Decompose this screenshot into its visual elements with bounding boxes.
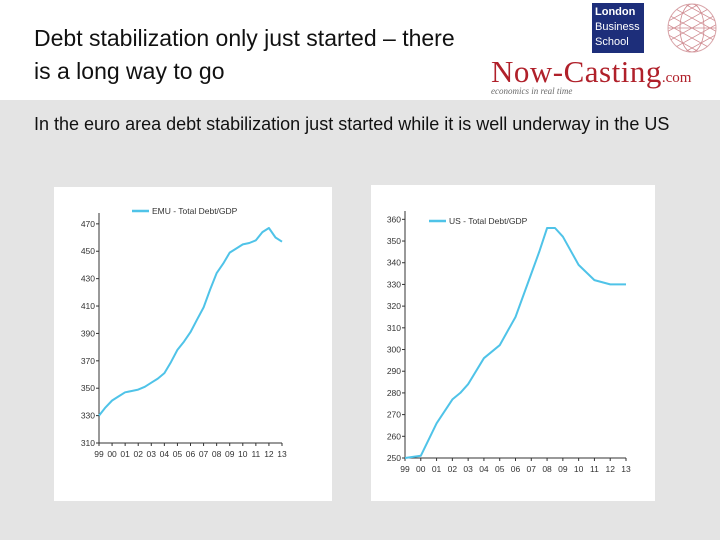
emu-x-tick-label: 08 (212, 449, 222, 459)
emu-x-tick-label: 10 (238, 449, 248, 459)
us-y-tick-label: 280 (387, 388, 401, 398)
us-x-tick-label: 99 (400, 464, 410, 474)
us-series-line (404, 227, 626, 459)
us-y-tick-label: 330 (387, 279, 401, 289)
emu-y-tick-label: 470 (81, 219, 95, 229)
emu-y-tick-label: 330 (81, 411, 95, 421)
us-y-tick-label: 350 (387, 236, 401, 246)
emu-y-tick-label: 390 (81, 328, 95, 338)
emu-y-tick-label: 370 (81, 356, 95, 366)
slide-subtitle: In the euro area debt stabilization just… (34, 114, 670, 134)
us-x-tick-label: 03 (463, 464, 473, 474)
us-x-tick-label: 10 (574, 464, 584, 474)
us-y-tick-label: 360 (387, 214, 401, 224)
us-x-tick-label: 05 (495, 464, 505, 474)
us-x-tick-label: 01 (432, 464, 442, 474)
slide-title: Debt stabilization only just started – t… (34, 25, 455, 84)
now-casting-logo: Now-Casting.com economics in real time (491, 54, 717, 100)
us-y-tick-label: 300 (387, 345, 401, 355)
emu-y-tick-label: 410 (81, 301, 95, 311)
emu-y-tick-label: 350 (81, 383, 95, 393)
us-legend-label: US - Total Debt/GDP (449, 216, 528, 226)
emu-legend-label: EMU - Total Debt/GDP (152, 206, 238, 216)
emu-x-tick-label: 07 (199, 449, 209, 459)
emu-x-tick-label: 13 (277, 449, 287, 459)
emu-x-tick-label: 04 (160, 449, 170, 459)
globe-logo-icon (667, 3, 717, 53)
emu-x-tick-label: 99 (94, 449, 104, 459)
emu-y-tick-label: 450 (81, 246, 95, 256)
us-x-tick-label: 11 (590, 464, 599, 474)
emu-x-tick-label: 11 (251, 449, 260, 459)
us-y-tick-label: 320 (387, 301, 401, 311)
us-x-tick-label: 06 (511, 464, 521, 474)
us-x-tick-label: 02 (448, 464, 458, 474)
emu-y-tick-label: 310 (81, 438, 95, 448)
emu-x-tick-label: 01 (120, 449, 130, 459)
us-x-tick-label: 04 (479, 464, 489, 474)
us-y-tick-label: 260 (387, 431, 401, 441)
london-business-school-logo: London Business School (592, 3, 644, 53)
us-x-tick-label: 00 (416, 464, 426, 474)
us-x-tick-label: 08 (542, 464, 552, 474)
us-x-tick-label: 07 (527, 464, 537, 474)
slide-header: Debt stabilization only just started – t… (0, 0, 720, 100)
emu-x-tick-label: 03 (147, 449, 157, 459)
now-casting-logo-suffix: .com (661, 70, 692, 86)
us-y-tick-label: 310 (387, 323, 401, 333)
emu-x-tick-label: 00 (107, 449, 117, 459)
emu-x-tick-label: 09 (225, 449, 235, 459)
slide-content: In the euro area debt stabilization just… (0, 100, 720, 540)
lbs-logo-line-1: London (595, 6, 636, 18)
us-x-tick-label: 09 (558, 464, 568, 474)
lbs-logo-line-2: Business (595, 21, 640, 33)
us-debt-chart-panel: 250 260 270 280 290 300 310 320 330 340 350 360 99 00… (371, 185, 655, 501)
now-casting-logo-main: Now-Casting (491, 54, 662, 89)
emu-x-tick-label: 02 (133, 449, 143, 459)
us-y-tick-label: 270 (387, 410, 401, 420)
us-y-tick-label: 290 (387, 366, 401, 376)
emu-x-tick-label: 05 (173, 449, 183, 459)
us-x-tick-label: 13 (621, 464, 631, 474)
us-x-tick-label: 12 (605, 464, 615, 474)
lbs-logo-line-3: School (595, 36, 629, 48)
emu-y-tick-label: 430 (81, 274, 95, 284)
emu-x-tick-label: 12 (264, 449, 274, 459)
emu-debt-chart-panel: 310 330 350 370 390 410 430 450 470 99 00 01 02 03 04 0… (54, 187, 332, 501)
emu-series-line (98, 227, 283, 417)
us-y-tick-label: 250 (387, 453, 401, 463)
us-debt-chart: 250 260 270 280 290 300 310 320 330 340 350 360 99 00… (387, 211, 631, 474)
us-y-tick-label: 340 (387, 258, 401, 268)
now-casting-tagline: economics in real time (491, 86, 573, 96)
emu-x-tick-label: 06 (186, 449, 196, 459)
